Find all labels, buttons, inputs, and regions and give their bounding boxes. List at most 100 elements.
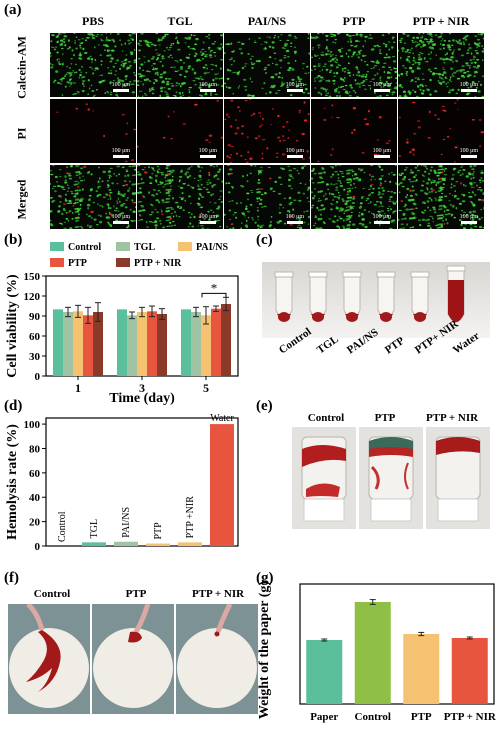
micro-image-merged-pbs: 100 μm [50, 165, 136, 229]
bar [403, 634, 440, 704]
micro-image-pi-ptp-nir: 100 μm [398, 99, 484, 163]
bar [82, 542, 106, 546]
column-label-ptp-nir: PTP + NIR [412, 14, 470, 28]
row-label-merged: Merged [14, 179, 29, 220]
x-tick-label: PTP [411, 711, 432, 723]
y-tick-label: 20 [29, 517, 41, 529]
scale-label: 100 μm [198, 214, 217, 220]
bar [127, 315, 137, 376]
hemolysis-rate-chart: 0 20 40 60 80 100 Hemolysis rate (%) Control TGL… [5, 413, 239, 553]
y-axis-label: Weight of the paper (g) [257, 581, 272, 720]
y-tick-label: 100 [24, 419, 41, 431]
micro-image-merged-pai-ns: 100 μm [224, 165, 310, 229]
micro-image-calcein-ptp-nir: 100 μm [398, 33, 484, 97]
y-tick-label: 30 [29, 351, 41, 363]
y-axis-label: Hemolysis rate (%) [5, 424, 20, 540]
bar [117, 309, 127, 376]
y-tick-label: 80 [29, 443, 41, 455]
micro-image-pi-ptp: 100 μm [311, 99, 397, 163]
y-tick-label: 40 [29, 492, 41, 504]
micro-image-merged-ptp: 100 μm [311, 165, 397, 229]
column-label-ptp: PTP [342, 14, 366, 28]
panel-f-label: (f) [4, 570, 19, 586]
micro-image-calcein-tgl: 100 μm [137, 33, 223, 97]
x-tick-label: 5 [203, 381, 209, 395]
bar [137, 312, 147, 376]
panel-b-label: (b) [4, 232, 23, 248]
bar [354, 602, 391, 704]
bar [178, 542, 202, 546]
bar [451, 638, 488, 704]
vial-inversion-photos [292, 427, 490, 529]
category-label: TGL [89, 519, 100, 538]
bar [157, 314, 167, 376]
paper-label-control: Control [33, 588, 71, 600]
legend-label: PTP + NIR [134, 258, 182, 269]
x-tick-label: 1 [75, 381, 81, 395]
blood-loss-photos [8, 604, 258, 714]
legend-swatch [50, 258, 64, 267]
y-tick-label: 60 [29, 331, 41, 343]
legend-label: PAI/NS [196, 242, 228, 253]
micro-image-merged-tgl: 100 μm [137, 165, 223, 229]
legend-label: TGL [134, 242, 155, 253]
legend-label: Control [68, 242, 101, 253]
micro-image-calcein-pai-ns: 100 μm [224, 33, 310, 97]
panel-g-label: (g) [256, 570, 274, 586]
scale-label: 100 μm [111, 214, 130, 220]
y-tick-label: 90 [29, 311, 41, 323]
category-label: PAI/NS [121, 507, 132, 538]
significance-marker: * [211, 280, 218, 295]
x-tick-label: 3 [139, 381, 145, 395]
scale-label: 100 μm [285, 214, 304, 220]
bar [73, 311, 83, 376]
scale-label: 100 μm [198, 148, 217, 154]
column-label-pai-ns: PAI/NS [247, 14, 287, 28]
micro-image-calcein-pbs: 100 μm [50, 33, 136, 97]
hemolysis-tubes-photo: Control TGL PAI/NS PTP PTP+ NIR Water [262, 262, 490, 356]
panel-c-label: (c) [256, 232, 273, 248]
legend-swatch [50, 242, 64, 251]
scale-label: 100 μm [372, 214, 391, 220]
micro-image-pi-pai-ns: 100 μm [224, 99, 310, 163]
bar [83, 315, 93, 376]
scale-label: 100 μm [111, 148, 130, 154]
bar [201, 315, 211, 376]
legend-label: PTP [68, 258, 87, 269]
category-label: PTP [153, 522, 164, 540]
scale-label: 100 μm [285, 82, 304, 88]
scale-label: 100 μm [459, 82, 478, 88]
bar [53, 309, 63, 376]
paper-label-ptp: PTP [125, 588, 147, 600]
scale-label: 100 μm [372, 148, 391, 154]
bar [146, 543, 170, 546]
bar [306, 640, 343, 704]
legend-swatch [178, 242, 192, 251]
micro-image-pi-pbs: 100 μm [50, 99, 136, 163]
scale-label: 100 μm [198, 82, 217, 88]
bar [181, 309, 191, 376]
column-label-pbs: PBS [81, 14, 104, 28]
scale-label: 100 μm [459, 214, 478, 220]
vial-label-ptp: PTP [374, 412, 396, 424]
bar [191, 312, 201, 376]
vial-label-ptp-nir: PTP + NIR [425, 412, 479, 424]
vial-label-control: Control [307, 412, 345, 424]
scale-label: 100 μm [285, 148, 304, 154]
y-tick-label: 120 [24, 291, 41, 303]
panel-a-label: (a) [4, 2, 22, 18]
micro-image-merged-ptp-nir: 100 μm [398, 165, 484, 229]
bar [210, 424, 234, 546]
x-tick-label: PTP + NIR [444, 711, 497, 723]
scale-label: 100 μm [372, 82, 391, 88]
paper-weight-chart: Weight of the paper (g) Paper Control PTP PT… [257, 581, 497, 723]
scale-label: 100 μm [459, 148, 478, 154]
x-tick-label: Control [355, 711, 391, 723]
legend-swatch [116, 258, 130, 267]
x-tick-label: Paper [310, 711, 338, 723]
category-label: Control [57, 511, 68, 542]
y-tick-label: 150 [24, 271, 41, 283]
micro-image-pi-tgl: 100 μm [137, 99, 223, 163]
category-label: PTP +NIR [185, 496, 196, 539]
scale-label: 100 μm [111, 82, 130, 88]
